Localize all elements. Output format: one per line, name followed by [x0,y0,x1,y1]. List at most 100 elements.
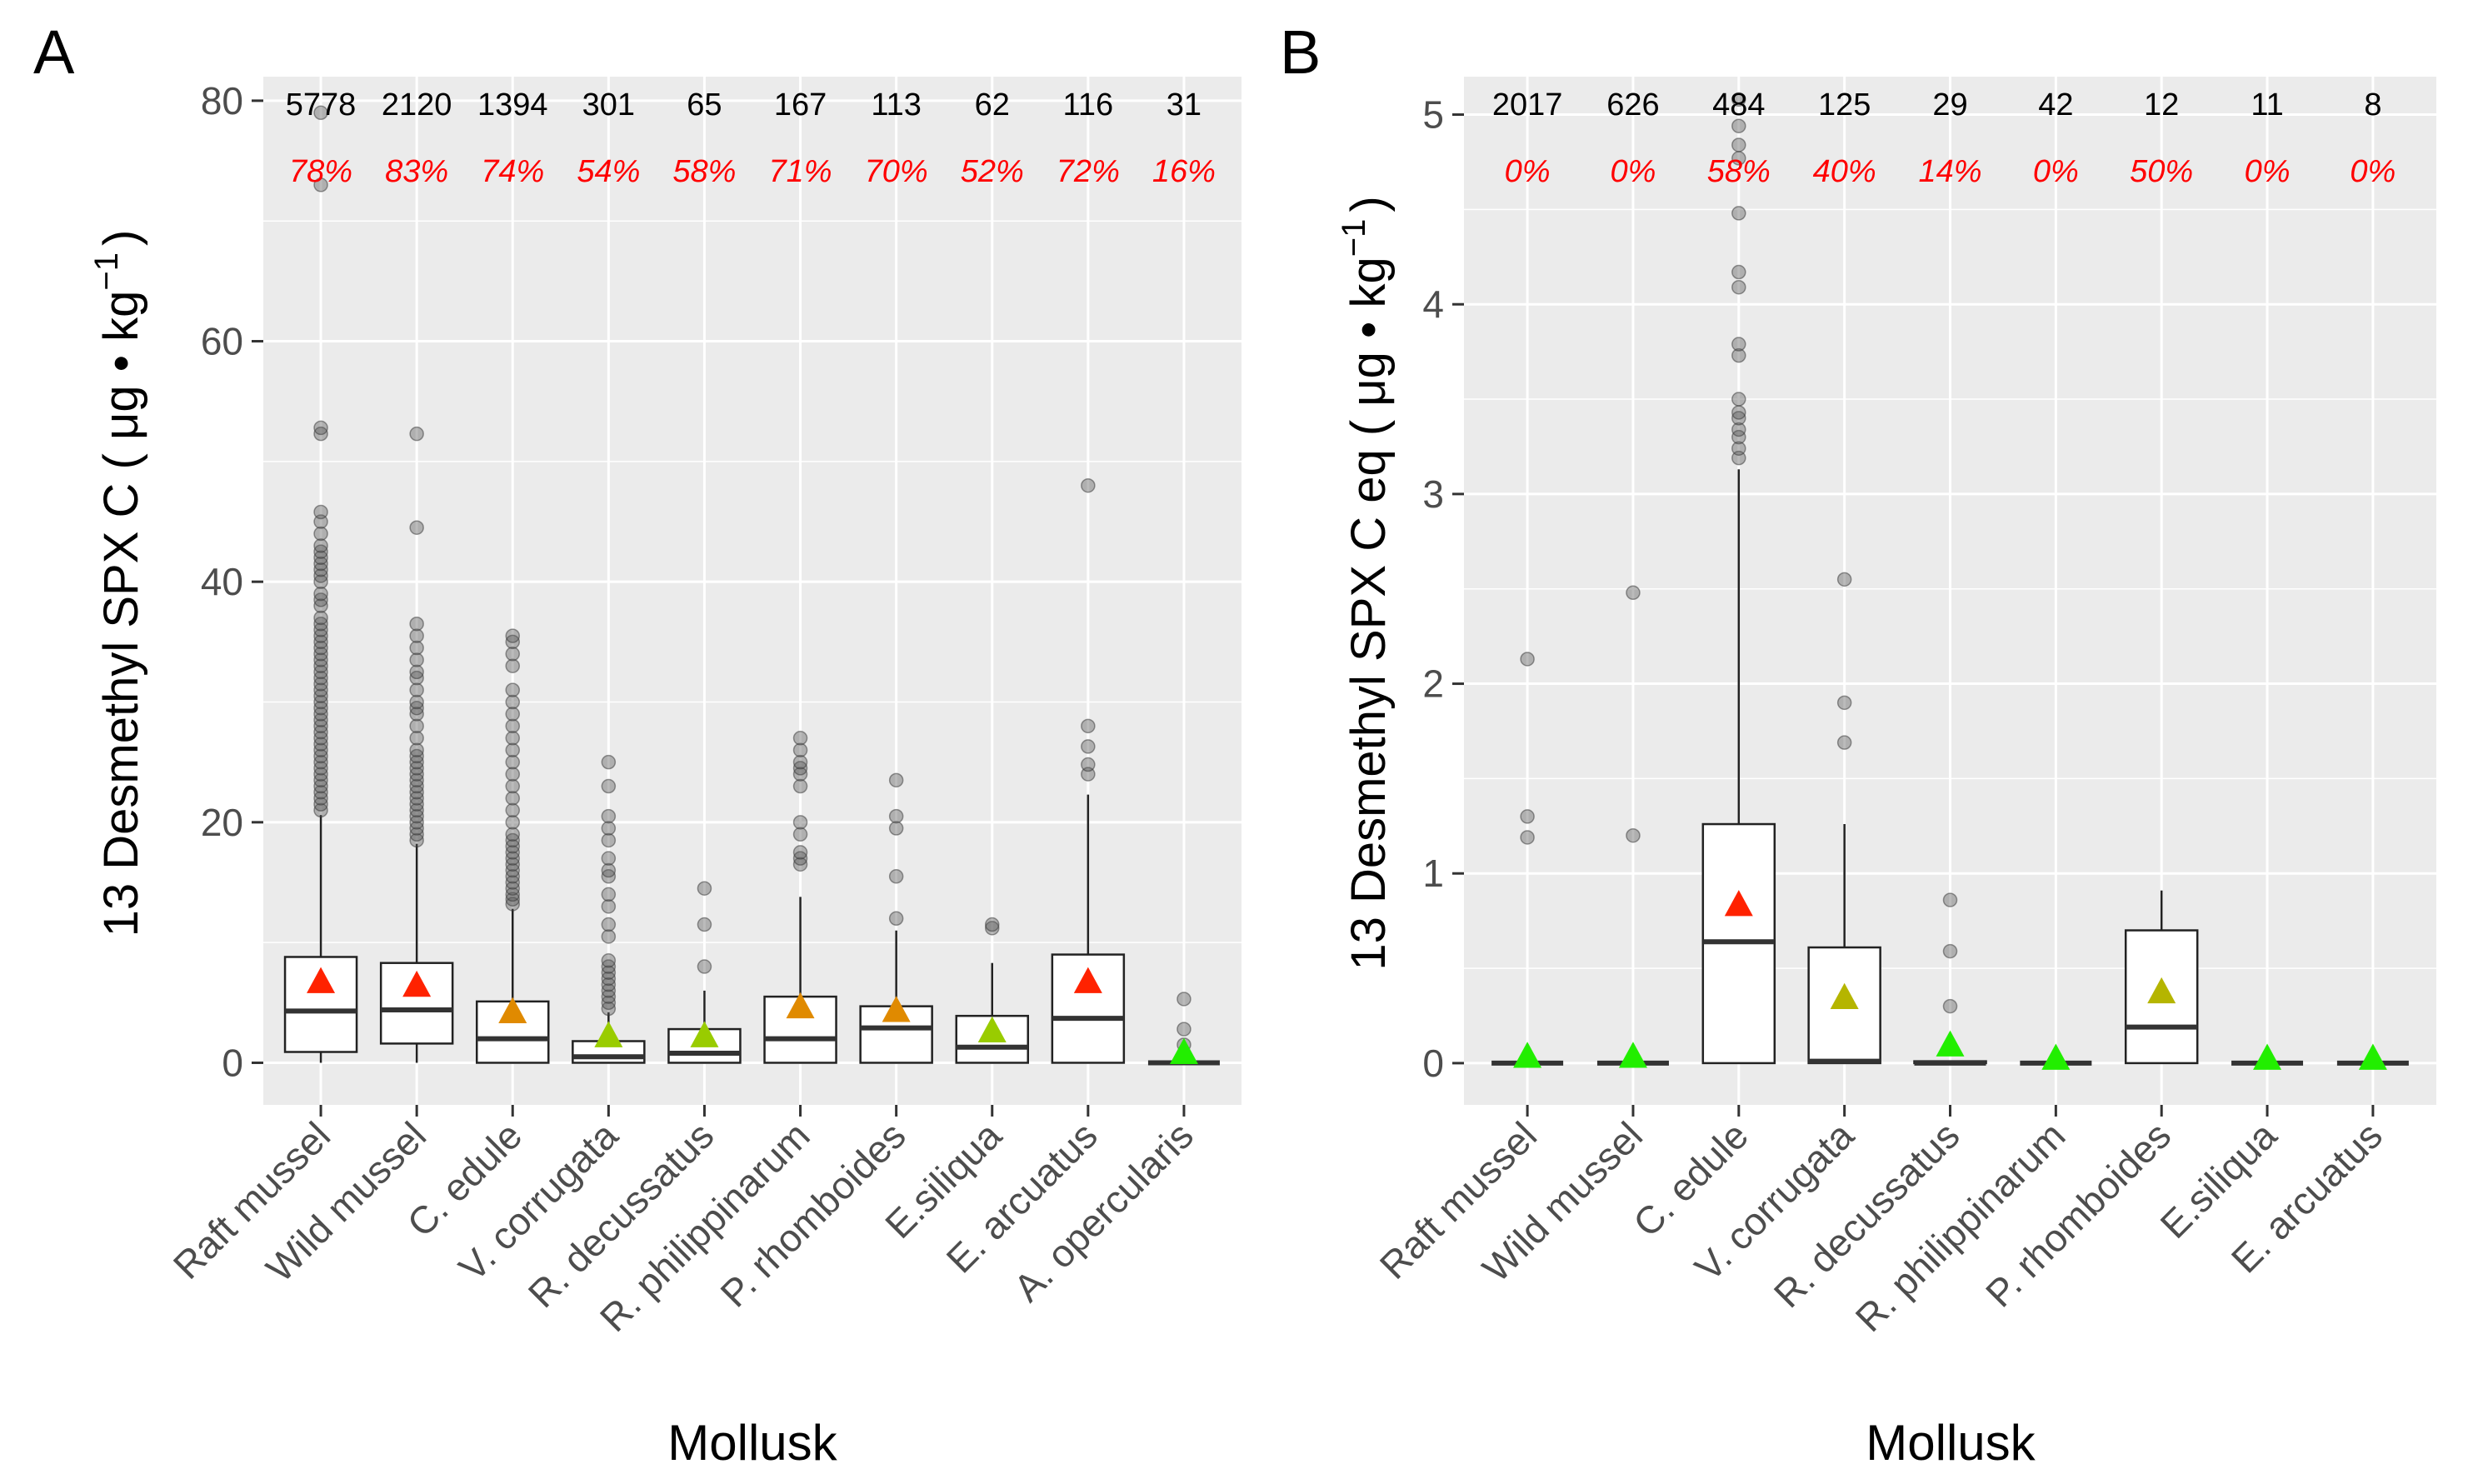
plot-background [263,77,1241,1105]
mean-marker [1724,890,1753,917]
outlier-point [505,869,521,884]
outlier-point [601,899,617,914]
outlier-point [601,808,617,824]
outlier-point [1081,477,1096,493]
outlier-point [792,742,808,757]
outlier-point [313,688,328,704]
percent-label: 83% [385,154,448,189]
outlier-point [313,724,328,740]
x-axis-title: Mollusk [1866,1415,2036,1471]
outlier-point [601,971,617,987]
mean-marker [1618,1042,1647,1068]
outlier-point [601,917,617,932]
outlier-point [313,694,328,710]
outlier-point [505,892,521,907]
mean-marker [2253,1043,2282,1070]
outlier-point [888,772,904,788]
outlier-point [409,694,424,710]
outlier-point [409,772,424,788]
box-group [476,628,550,1064]
outlier-point [409,731,424,746]
box-group [763,731,837,1064]
mean-marker [307,967,336,993]
outlier-point [1731,264,1746,280]
outlier-point [313,592,328,607]
outlier-point [313,426,328,442]
outlier-point [1731,347,1746,363]
outlier-point [313,420,328,436]
outlier-point [409,797,424,812]
percent-label: 58% [1707,154,1771,189]
y-axis-title-main: 13 Desmethyl SPX C ( μg • kg [94,291,148,937]
outlier-point [601,983,617,998]
outlier-point [505,845,521,860]
outlier-point [505,731,521,746]
mean-marker [882,996,911,1022]
percent-label: 0% [2033,154,2079,189]
outlier-point [313,748,328,764]
outlier-point [601,953,617,968]
outlier-point [409,426,424,442]
box-group [2020,1043,2092,1070]
outlier-point [313,670,328,686]
percent-label: 40% [1813,154,1876,189]
y-tick-label: 80 [201,79,243,122]
outlier-point [313,598,328,613]
outlier-point [313,634,328,650]
box-group [1913,892,1987,1066]
count-label: 167 [774,87,827,122]
outlier-point [505,791,521,806]
count-label: 2120 [382,87,452,122]
percent-label: 16% [1152,154,1216,189]
outlier-point [984,921,1000,936]
y-tick-label: 2 [1422,662,1444,706]
outlier-point [1626,585,1641,601]
percent-label: 58% [672,154,736,189]
outlier-point [1731,92,1746,107]
y-tick-label: 60 [201,320,243,363]
y-tick-label: 4 [1422,282,1444,326]
mean-marker [594,1021,623,1047]
y-tick-label: 0 [222,1041,243,1084]
outlier-point [1731,429,1746,445]
outlier-point [409,791,424,806]
outlier-point [313,718,328,734]
count-label: 65 [687,87,722,122]
outlier-point [409,616,424,632]
outlier-point [409,640,424,656]
percent-label: 71% [769,154,832,189]
mean-marker [690,1021,719,1047]
outlier-point [1520,830,1535,845]
count-label: 8 [2364,87,2381,122]
percent-label: 0% [2350,154,2396,189]
outlier-point [409,670,424,686]
outlier-point [601,862,617,878]
percent-label: 54% [577,154,640,189]
outlier-point [313,574,328,589]
outlier-point [601,832,617,848]
outlier-point [409,718,424,734]
y-axis-title: 13 Desmethyl SPX C ( μg • kg−1) [88,230,148,937]
outlier-point [409,742,424,757]
outlier-point [1731,405,1746,420]
count-label: 31 [1167,87,1202,122]
y-axis-title-main: 13 Desmethyl SPX C eq ( μg • kg [1341,257,1396,970]
outlier-point [313,562,328,577]
mean-marker [2041,1043,2071,1070]
outlier-point [313,658,328,673]
outlier-point [313,586,328,602]
outlier-point [601,1001,617,1017]
mean-marker [402,970,432,997]
outlier-point [409,748,424,764]
box-group [1147,992,1220,1066]
box-group [283,105,358,1063]
mean-marker [498,997,527,1023]
count-label: 12 [2144,87,2179,122]
count-label: 42 [2038,87,2073,122]
outlier-point [505,778,521,794]
outlier-point [697,881,712,896]
outlier-point [409,652,424,667]
outlier-point [792,761,808,776]
outlier-point [984,917,1000,932]
percent-label: 78% [289,154,352,189]
